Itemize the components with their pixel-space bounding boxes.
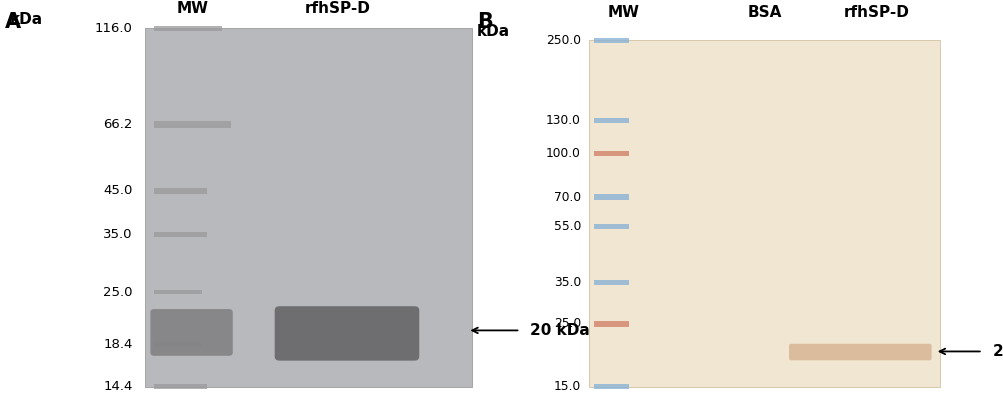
Bar	[144, 28, 471, 387]
Text: 35.0: 35.0	[103, 228, 132, 241]
Bar	[594, 118, 628, 123]
Bar	[594, 384, 628, 389]
Bar	[594, 195, 628, 200]
Text: 25.0: 25.0	[103, 286, 132, 299]
Text: A: A	[5, 12, 21, 32]
Text: 20 kDa: 20 kDa	[992, 344, 1003, 359]
Bar	[154, 384, 207, 389]
FancyBboxPatch shape	[150, 309, 233, 356]
Text: kDa: kDa	[10, 12, 43, 27]
Text: rfhSP-D: rfhSP-D	[304, 1, 370, 16]
Bar	[589, 40, 939, 387]
Text: 15.0: 15.0	[554, 380, 581, 393]
Bar	[594, 280, 628, 285]
Text: 130.0: 130.0	[546, 114, 581, 127]
Bar	[154, 26, 222, 31]
Text: kDa: kDa	[476, 24, 510, 39]
Text: 70.0: 70.0	[554, 191, 581, 204]
Text: B: B	[476, 12, 492, 32]
Bar	[154, 188, 207, 193]
Text: 20 kDa: 20 kDa	[530, 323, 590, 338]
FancyBboxPatch shape	[275, 306, 419, 361]
Text: 55.0: 55.0	[553, 220, 581, 233]
Text: 45.0: 45.0	[103, 185, 132, 197]
Text: rfhSP-D: rfhSP-D	[843, 5, 909, 20]
Text: 250.0: 250.0	[546, 34, 581, 47]
Text: MW: MW	[177, 1, 209, 16]
Bar	[594, 224, 628, 229]
Bar	[594, 151, 628, 156]
Bar	[154, 232, 207, 237]
Text: 35.0: 35.0	[554, 276, 581, 289]
Text: 18.4: 18.4	[103, 338, 132, 351]
Bar	[154, 342, 203, 347]
Text: 14.4: 14.4	[103, 380, 132, 393]
Bar	[594, 37, 628, 43]
Bar	[154, 290, 203, 295]
Text: BSA: BSA	[746, 5, 781, 20]
Bar	[154, 121, 231, 128]
Text: MW: MW	[607, 5, 639, 20]
Text: 116.0: 116.0	[94, 22, 132, 35]
Bar	[594, 321, 628, 326]
Text: 100.0: 100.0	[546, 147, 581, 160]
Text: 25.0: 25.0	[554, 318, 581, 330]
FancyBboxPatch shape	[788, 344, 931, 360]
Text: 66.2: 66.2	[103, 118, 132, 131]
